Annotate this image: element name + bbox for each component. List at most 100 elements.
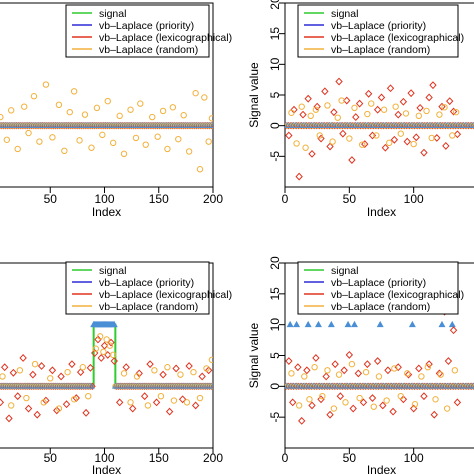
point-random [443, 405, 451, 412]
point-random [127, 399, 134, 406]
point-lexicographical [204, 366, 213, 375]
point-lexicographical [415, 364, 423, 373]
x-tick-label: 200 [203, 192, 223, 206]
point-random [185, 148, 193, 155]
x-axis-label: Index [367, 205, 396, 219]
point-lexicographical [438, 102, 446, 111]
point-lexicographical [285, 357, 293, 365]
point-random [324, 102, 331, 109]
point-lexicographical [390, 135, 399, 144]
point-random [177, 371, 184, 378]
point-random [164, 364, 171, 371]
point-random [370, 403, 377, 410]
y-axis-label: Signal value [247, 322, 261, 388]
point-random [88, 144, 95, 151]
point-random [302, 144, 309, 151]
point-lexicographical [335, 77, 343, 86]
point-random [301, 373, 308, 380]
point-random [40, 399, 47, 406]
point-random [375, 373, 383, 380]
point-random [30, 93, 38, 100]
point-random [415, 112, 423, 120]
point-random [103, 336, 110, 343]
point-random [42, 81, 50, 88]
point-lexicographical [76, 368, 85, 377]
legend-label: vb–Laplace (random) [331, 301, 430, 313]
point-lexicographical [140, 392, 149, 401]
point-lexicographical [403, 137, 411, 146]
point-random [449, 132, 456, 139]
point-random [85, 393, 92, 400]
point-lexicographical [389, 407, 397, 416]
y-tick-label: 5 [268, 91, 282, 98]
point-lexicographical [345, 350, 354, 359]
point-random [31, 360, 39, 368]
point-random [424, 364, 432, 371]
point-random [312, 106, 320, 113]
point-lexicographical [361, 140, 369, 148]
point-lexicographical [178, 395, 187, 404]
plot-area [285, 77, 474, 181]
point-random [295, 402, 303, 409]
point-lexicographical [340, 366, 348, 375]
point-lexicographical [449, 107, 458, 116]
point-random [169, 104, 177, 111]
point-lexicographical [446, 97, 454, 106]
point-lexicographical [368, 131, 377, 140]
point-random [3, 136, 11, 143]
point-lexicographical [444, 357, 453, 365]
point-lexicographical [313, 102, 321, 111]
point-random [329, 138, 336, 145]
point-random [351, 104, 358, 112]
point-lexicographical [97, 354, 105, 362]
y-tick-label: 0 [268, 383, 282, 390]
legend-label: vb–Laplace (lexicographical) [99, 32, 232, 44]
fitted-markers-group [0, 382, 213, 391]
point-lexicographical [373, 357, 382, 365]
point-lexicographical [453, 398, 462, 407]
point-random [49, 134, 56, 141]
point-lexicographical [339, 129, 347, 138]
point-lexicographical [429, 81, 437, 90]
y-tick-label: -5 [268, 412, 282, 423]
point-random [208, 115, 213, 122]
point-lexicographical [412, 133, 420, 142]
point-random [157, 393, 165, 400]
y-tick-label: 5 [268, 352, 282, 359]
point-random [324, 367, 331, 374]
point-lexicographical [430, 410, 438, 419]
point-random [335, 371, 343, 378]
plot-area [0, 81, 213, 173]
point-lexicographical [343, 96, 351, 105]
point-priority [448, 320, 456, 328]
x-axis-label: Index [92, 205, 121, 219]
point-lexicographical [420, 148, 428, 157]
point-random [61, 147, 68, 155]
point-lexicographical [330, 108, 338, 117]
point-lexicographical [409, 404, 418, 413]
point-lexicographical [373, 105, 382, 114]
point-lexicographical [110, 357, 118, 365]
point-lexicographical [321, 87, 329, 96]
fitted-markers-group [285, 382, 474, 391]
point-lexicographical [185, 362, 193, 370]
point-lexicographical [294, 363, 302, 372]
point-lexicographical [416, 103, 424, 112]
point-random [411, 401, 419, 408]
point-priority [286, 320, 294, 328]
point-lexicographical [449, 326, 458, 335]
point-random [418, 373, 425, 380]
point-random [100, 348, 107, 355]
point-random [364, 110, 371, 118]
point-random [170, 397, 178, 404]
point-lexicographical [420, 392, 428, 401]
point-lexicographical [57, 372, 65, 381]
legend-label: vb–Laplace (lexicographical) [331, 289, 464, 301]
legend-label: signal [99, 8, 126, 20]
point-random [76, 137, 83, 144]
point-random [127, 106, 134, 113]
point-priority [327, 320, 335, 328]
point-random [79, 364, 87, 371]
point-random [410, 140, 417, 148]
